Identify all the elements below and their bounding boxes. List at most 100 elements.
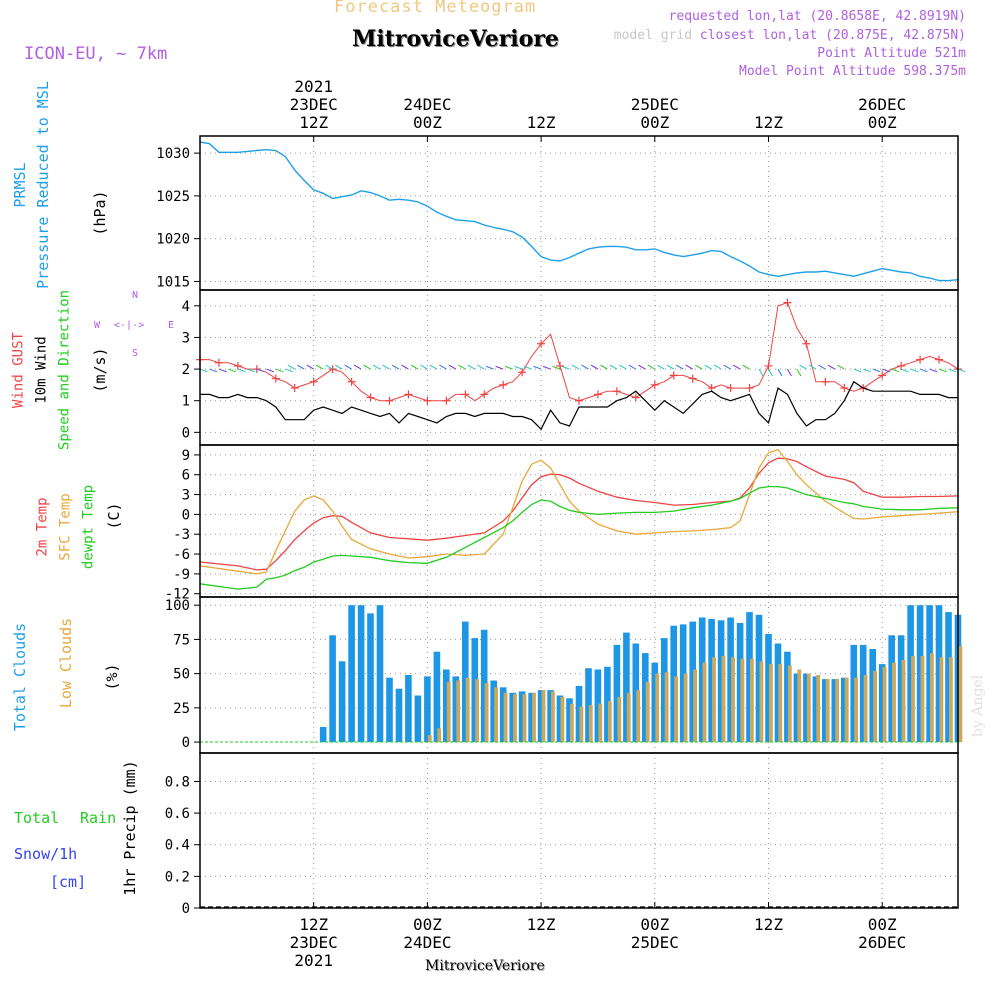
low-cloud-bar — [702, 662, 707, 743]
wind-direction-arrow — [420, 364, 428, 370]
wind-direction-arrow — [382, 364, 390, 370]
gust-marker — [783, 298, 792, 307]
snow-unit-label: [cm] — [50, 873, 87, 891]
total-cloud-bar — [784, 651, 791, 742]
low-cloud-bar — [778, 664, 783, 743]
total-cloud-bar — [566, 698, 573, 743]
wind-direction-arrow — [818, 364, 826, 370]
total-cloud-bar — [661, 638, 668, 743]
wind-direction-arrow — [704, 364, 712, 370]
total-cloud-bar — [841, 677, 848, 742]
total-cloud-bar — [490, 680, 497, 743]
wind-direction-arrow — [334, 364, 343, 370]
gust-marker — [233, 361, 242, 370]
wind-direction-arrow — [256, 368, 265, 373]
total-cloud-bar — [831, 679, 839, 742]
low-cloud-bar — [892, 662, 896, 743]
low-cloud-bar — [475, 679, 479, 742]
low-cloud-bar — [522, 694, 527, 743]
low-cloud-bar — [664, 672, 669, 743]
low-cloud-bar — [759, 661, 764, 742]
low-cloud-bar — [949, 657, 953, 742]
gust-marker — [309, 377, 318, 386]
wind-direction-arrow — [533, 365, 542, 370]
wind-direction-arrow — [209, 368, 218, 373]
low-cloud-bar — [740, 658, 745, 743]
low-cloud-bar — [930, 653, 934, 742]
total-cloud-bar — [414, 695, 422, 742]
low-cloud-bar — [560, 696, 565, 743]
precipitation-panel: 0 0.2 0.4 0.6 0.8 — [165, 752, 959, 917]
total-cloud-bar — [376, 605, 384, 742]
wind-direction-arrow — [676, 364, 684, 370]
low-cloud-bar — [873, 670, 877, 743]
total-cloud-bar — [935, 605, 943, 742]
total-cloud-bar — [338, 661, 346, 742]
gust-marker — [669, 371, 678, 380]
wind-direction-arrow — [713, 364, 722, 370]
wind-direction-arrow — [439, 364, 447, 370]
wind-direction-arrow — [647, 364, 656, 370]
wind-direction-arrow — [863, 368, 871, 373]
total-cloud-bar — [395, 688, 403, 743]
pressure-ytick-label: 1020 — [156, 232, 190, 248]
closest-coords: model grid closest lon,lat (20.875E, 42.… — [614, 28, 966, 43]
wind-direction-arrow — [429, 364, 438, 370]
low-cloud-bar — [551, 691, 555, 742]
requested-coords: requested lon,lat (20.8658E, 42.8919N) — [668, 9, 966, 24]
model-altitude: Model Point Altitude 598.375m — [739, 64, 966, 79]
gust-marker — [271, 374, 280, 383]
wind-direction-arrow — [542, 365, 551, 370]
gust-marker — [537, 339, 546, 348]
wind-direction-arrow — [363, 364, 371, 370]
total-cloud-bar — [736, 623, 744, 743]
wind-direction-arrow — [315, 364, 324, 370]
low-cloud-bar — [731, 657, 735, 742]
wind-direction-arrow — [600, 364, 608, 370]
wind-compass: N W <-|-> E S — [88, 290, 178, 360]
wind-direction-arrow — [401, 364, 409, 370]
temp2m-series-line — [199, 457, 959, 571]
wind-direction-arrow — [467, 364, 476, 370]
dewpt-series-line — [199, 485, 959, 590]
total-cloud-bar — [518, 691, 526, 742]
low-cloud-bar — [598, 703, 603, 742]
temperature-ytick-label: 0 — [182, 507, 190, 523]
wind-panel: 0 1 2 3 4 — [182, 289, 966, 446]
compass-s: S — [132, 348, 139, 359]
wind-direction-arrow — [448, 364, 457, 370]
total-cloud-bar — [926, 605, 933, 742]
total-cloud-bar — [793, 673, 801, 742]
time-label-bottom: 00Z — [640, 915, 669, 934]
gust-marker — [650, 380, 659, 389]
time-label-top: 26DEC — [858, 95, 906, 114]
total-cloud-bar — [357, 605, 365, 742]
compass-e: E — [168, 320, 175, 331]
wind-direction-arrow — [957, 368, 966, 373]
wind-direction-arrow — [287, 364, 296, 370]
wind-direction-arrow — [948, 368, 957, 373]
wind-ytick-label: 2 — [182, 362, 190, 378]
low-cloud-bar — [636, 690, 641, 743]
wind-direction-arrow — [808, 364, 817, 370]
low-cloud-bar — [835, 679, 840, 742]
total-cloud-bar — [575, 685, 583, 742]
wind-direction-arrow — [486, 365, 494, 370]
wind-frame — [199, 289, 959, 446]
precipitation-ytick-label: 0.4 — [165, 838, 190, 854]
low-cloud-bar — [712, 657, 716, 742]
total-cloud-bar — [367, 613, 374, 742]
total-cloud-bar — [812, 676, 820, 743]
wind-direction-arrow — [882, 368, 890, 373]
wind-ytick-label: 4 — [182, 299, 190, 315]
wind-direction-arrow — [297, 364, 305, 370]
wind-direction-arrow — [732, 364, 741, 370]
wind-direction-arrow — [694, 364, 703, 370]
pressure-series-line — [199, 141, 959, 282]
low-cloud-bar — [721, 655, 726, 742]
total-cloud-bar — [623, 632, 630, 743]
wind-ytick-label: 1 — [182, 394, 190, 410]
compass-arrows: <-|-> — [114, 320, 145, 331]
total-cloud-bar — [727, 617, 734, 742]
